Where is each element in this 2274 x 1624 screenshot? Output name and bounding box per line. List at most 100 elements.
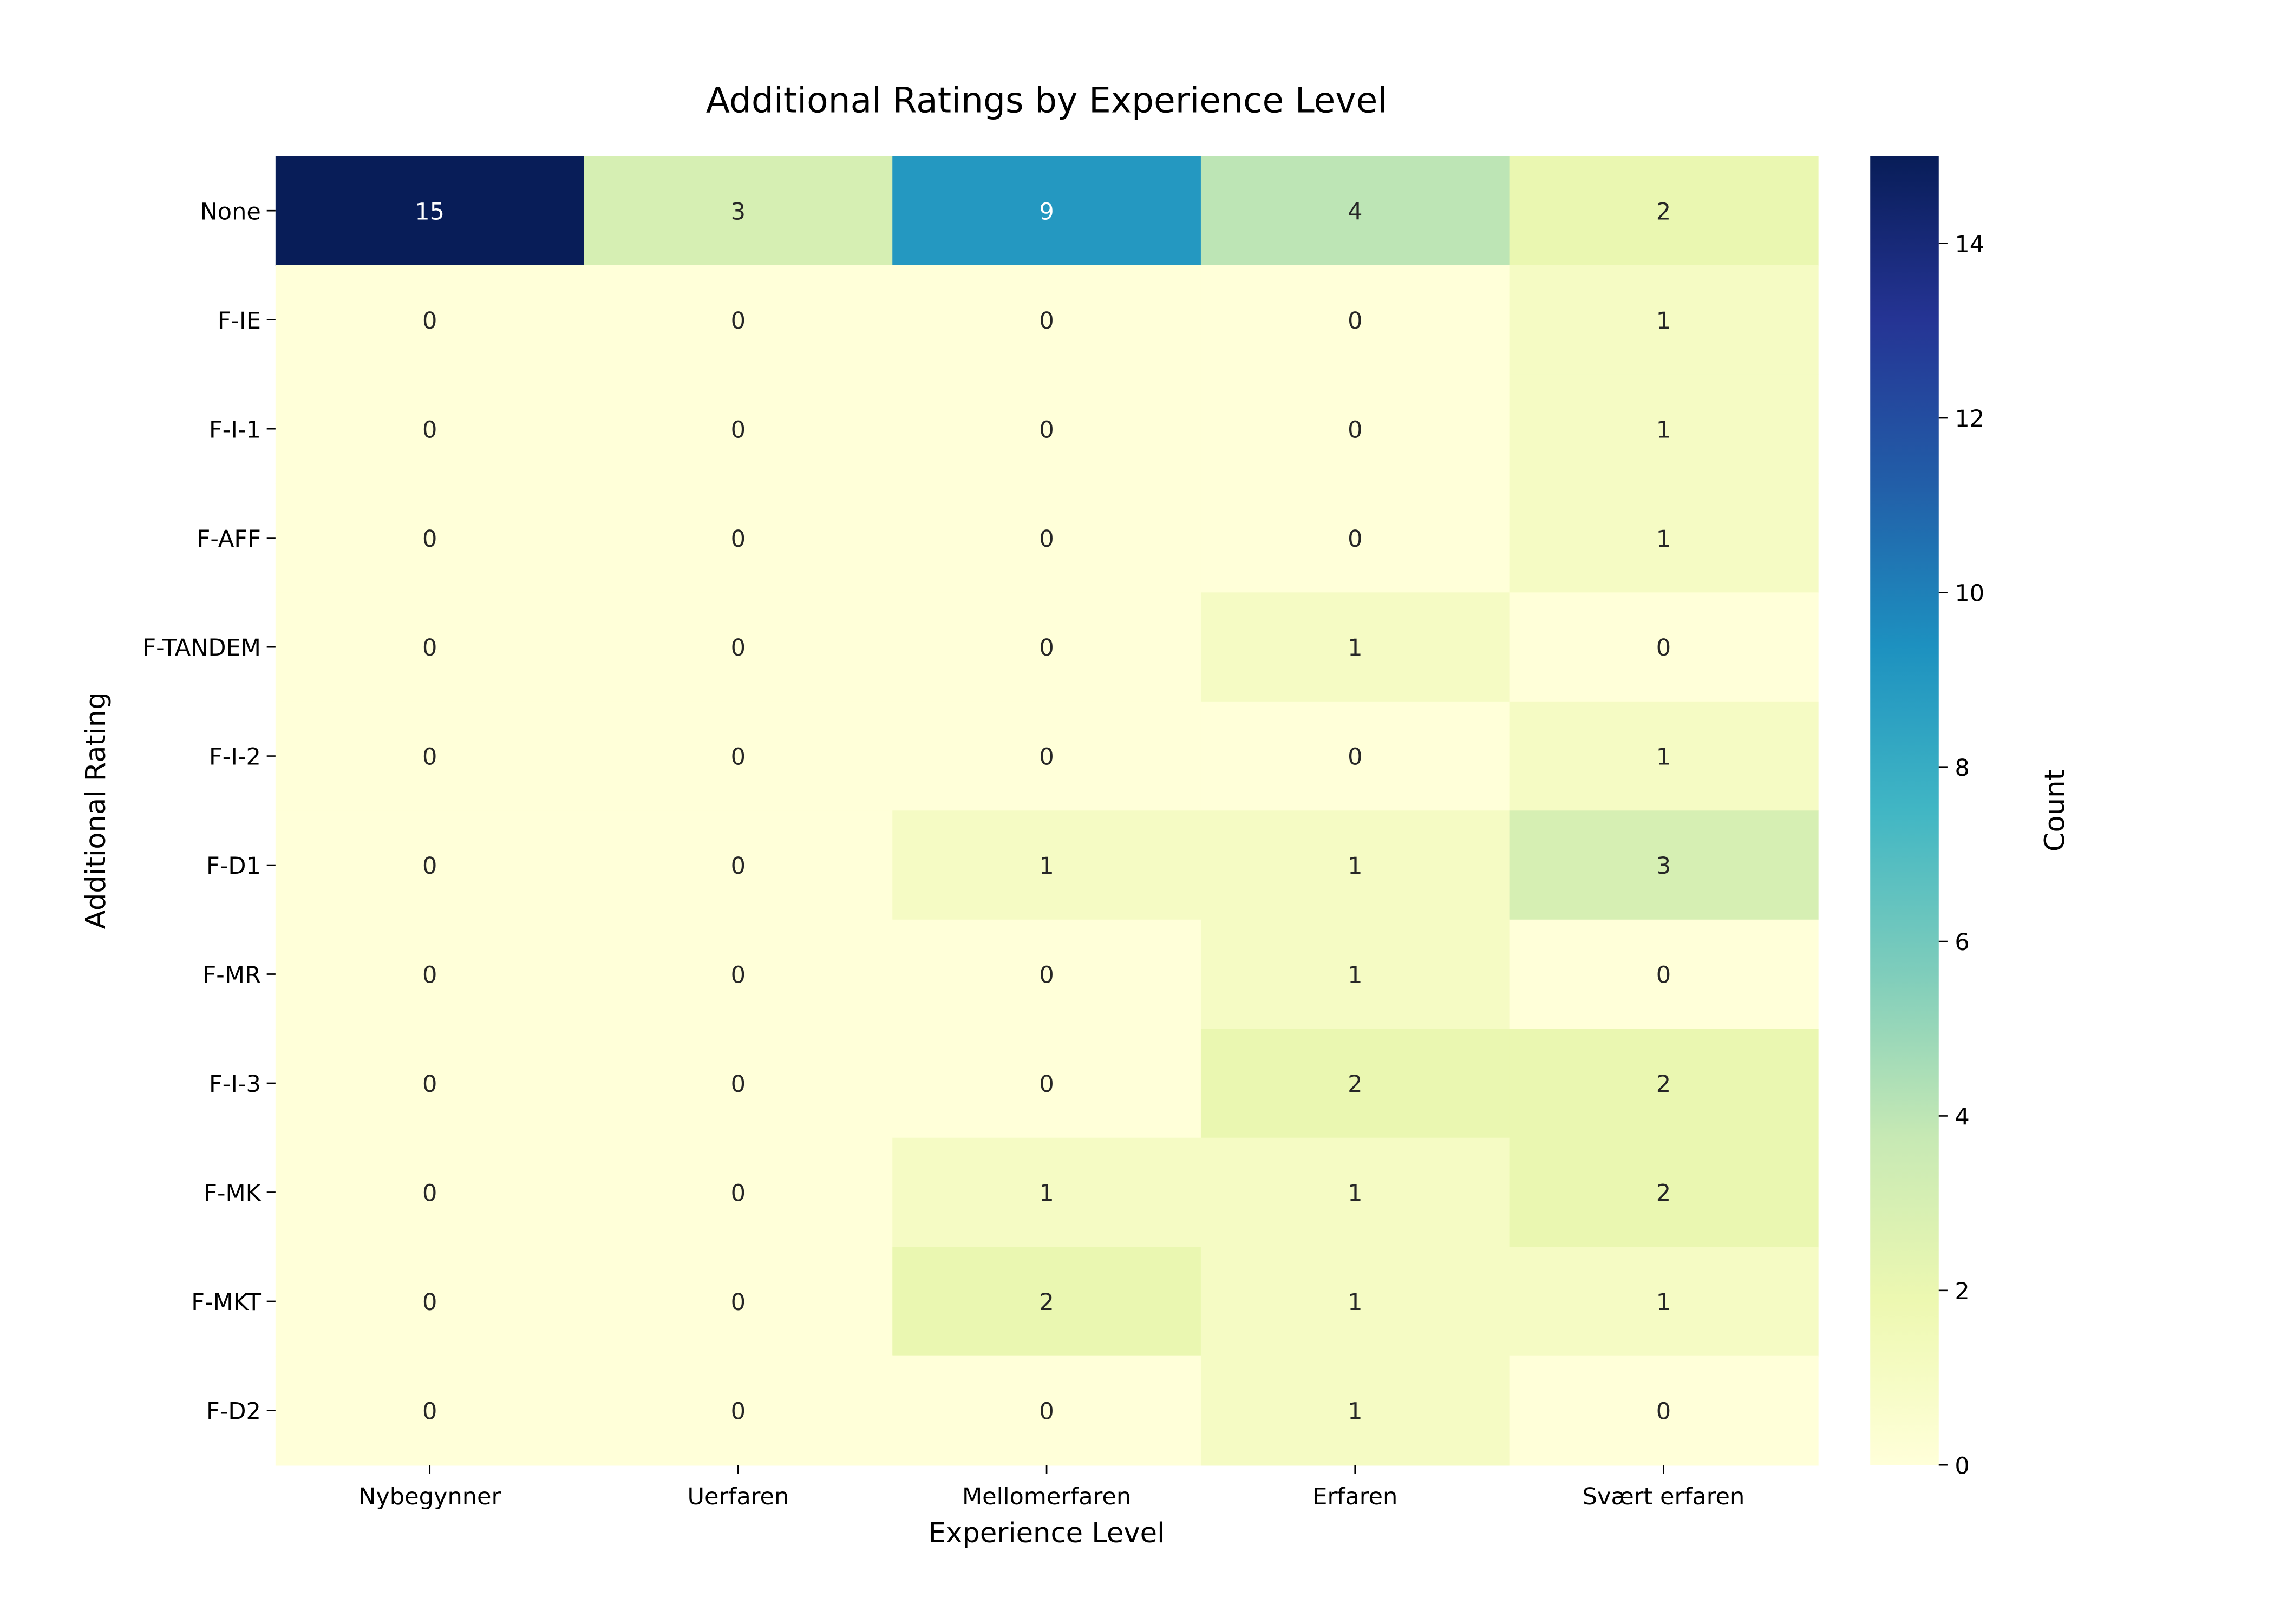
heatmap-cell (892, 919, 1202, 1030)
cell-value-label: 0 (422, 1398, 437, 1425)
heatmap-cell (584, 1029, 893, 1139)
cell-value-label: 0 (422, 1289, 437, 1316)
heatmap-cell (1200, 1355, 1510, 1466)
cell-value-label: 0 (731, 416, 746, 443)
cell-value-label: 0 (1039, 416, 1054, 443)
heatmap-cell (892, 1247, 1202, 1357)
cell-value-label: 2 (1656, 198, 1671, 225)
cell-value-label: 0 (1039, 307, 1054, 335)
colorbar (1870, 156, 1939, 1465)
heatmap-cell (275, 1137, 585, 1248)
heatmap-cell (1200, 374, 1510, 484)
heatmap-cell (1200, 1029, 1510, 1139)
cell-value-label: 0 (731, 962, 746, 989)
y-tick-label: None (200, 198, 261, 225)
colorbar-tick-label: 10 (1955, 580, 1984, 607)
cell-value-label: 0 (1656, 962, 1671, 989)
heatmap-cell (892, 156, 1202, 266)
cell-value-label: 0 (422, 416, 437, 443)
heatmap-cell (1509, 1137, 1819, 1248)
cell-value-label: 1 (1656, 526, 1671, 553)
cell-value-label: 0 (731, 307, 746, 335)
heatmap-cell (1509, 483, 1819, 593)
heatmap-cell (584, 1247, 893, 1357)
heatmap-cell (1509, 156, 1819, 266)
y-tick-label: F-IE (218, 307, 261, 335)
cell-value-label: 2 (1348, 1071, 1362, 1098)
cell-value-label: 0 (422, 307, 437, 335)
cell-value-label: 1 (1656, 1289, 1671, 1316)
heatmap-cell (275, 1247, 585, 1357)
cell-value-label: 1 (1348, 853, 1362, 880)
y-tick-label: F-I-2 (209, 744, 261, 771)
heatmap-cell (584, 265, 893, 375)
heatmap-cell (892, 1355, 1202, 1466)
heatmap-cell (892, 810, 1202, 921)
heatmap-cell (584, 919, 893, 1030)
cell-value-label: 2 (1656, 1180, 1671, 1207)
heatmap-cell (1509, 374, 1819, 484)
heatmap-cell (1200, 701, 1510, 811)
heatmap-cell (892, 701, 1202, 811)
y-tick-label: F-AFF (197, 526, 261, 553)
heatmap-cell (892, 1137, 1202, 1248)
heatmap-cell (892, 265, 1202, 375)
cell-value-label: 1 (1656, 416, 1671, 443)
x-tick-label: Erfaren (1312, 1483, 1397, 1510)
cell-value-label: 0 (422, 962, 437, 989)
colorbar-tick-label: 2 (1955, 1278, 1969, 1305)
cell-value-label: 0 (731, 853, 746, 880)
heatmap-cell (275, 265, 585, 375)
heatmap-cell (584, 592, 893, 703)
y-axis-ticks: None F-IE F-I-1 F-AFF F-TANDEM F-I-2 F-D1 F-MR F… (142, 198, 276, 1425)
heatmap-cell (1200, 919, 1510, 1030)
cell-value-label: 0 (422, 1180, 437, 1207)
y-axis-label: Additional Rating (80, 692, 112, 929)
heatmap-cell (584, 701, 893, 811)
cell-value-label: 0 (731, 526, 746, 553)
colorbar-tick-label: 4 (1955, 1104, 1969, 1131)
cell-value-label: 0 (731, 1071, 746, 1098)
colorbar-tick-label: 14 (1955, 231, 1984, 258)
x-axis-ticks: Nybegynner Uerfaren Mellomerfaren Erfaren Sv… (358, 1465, 1744, 1510)
heatmap-cell (1509, 265, 1819, 375)
heatmap-cell (1509, 1029, 1819, 1139)
cell-value-label: 0 (1656, 1398, 1671, 1425)
heatmap-cell (1509, 592, 1819, 703)
cell-value-label: 1 (1348, 962, 1362, 989)
x-tick-label: Uerfaren (687, 1483, 789, 1510)
colorbar-label: Count (2039, 769, 2071, 852)
cell-value-label: 2 (1656, 1071, 1671, 1098)
cell-value-label: 0 (1656, 634, 1671, 662)
heatmap-cell (275, 483, 585, 593)
y-tick-label: F-MKT (191, 1289, 261, 1316)
heatmap-cell (275, 919, 585, 1030)
colorbar-ticks: 0 2 4 6 8 10 12 14 (1938, 231, 1984, 1479)
cell-value-label: 0 (731, 1180, 746, 1207)
cell-value-label: 1 (1348, 634, 1362, 662)
cell-value-label: 0 (731, 634, 746, 662)
cell-value-label: 0 (1348, 416, 1362, 443)
cell-value-label: 2 (1039, 1289, 1054, 1316)
cell-value-label: 0 (731, 1289, 746, 1316)
y-tick-label: F-I-1 (209, 416, 261, 443)
heatmap-cell (1200, 1137, 1510, 1248)
heatmap-cell (1509, 1355, 1819, 1466)
cell-value-label: 0 (422, 634, 437, 662)
heatmap-cell (584, 1355, 893, 1466)
heatmap-cell (1200, 156, 1510, 266)
chart-title: Additional Ratings by Experience Level (706, 81, 1388, 121)
heatmap-cells: 15 3 9 4 2 0 0 0 0 1 0 0 0 0 1 0 0 0 0 1 0 0 0 1 0 0 0 0 0 1 0 0 1 1 3 0 0 0 1… (275, 156, 1819, 1466)
heatmap-cell (1509, 919, 1819, 1030)
heatmap-cell (584, 374, 893, 484)
cell-value-label: 0 (731, 744, 746, 771)
y-tick-label: F-MK (204, 1180, 262, 1207)
y-tick-label: F-I-3 (209, 1071, 261, 1098)
heatmap-cell (1200, 592, 1510, 703)
cell-value-label: 0 (422, 744, 437, 771)
heatmap-cell (892, 592, 1202, 703)
heatmap-cell (275, 1029, 585, 1139)
heatmap-cell (1509, 1247, 1819, 1357)
y-tick-label: F-TANDEM (142, 634, 261, 662)
heatmap-cell (1200, 1247, 1510, 1357)
